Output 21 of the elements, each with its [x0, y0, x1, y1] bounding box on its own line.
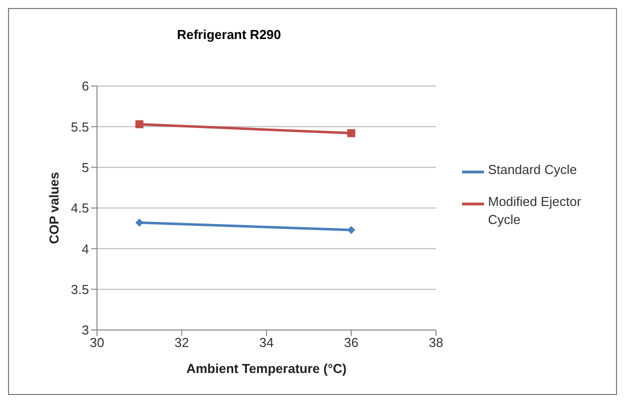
x-tick-label: 32	[174, 335, 189, 350]
chart-title: Refrigerant R290	[176, 27, 282, 42]
legend-label: Modified Ejector Cycle	[488, 192, 582, 229]
y-tick-label: 3	[82, 322, 89, 338]
y-tick-label: 6	[82, 78, 89, 94]
x-tick-label: 38	[428, 335, 444, 350]
y-tick-label: 4	[82, 241, 89, 256]
x-tick-label: 36	[344, 335, 358, 350]
point	[135, 120, 144, 128]
y-tick-label: 4.5	[70, 200, 89, 216]
point	[135, 218, 144, 227]
x-tick-label: 34	[259, 335, 274, 350]
y-tick-label: 5	[82, 160, 89, 175]
legend-label: Standard Cycle	[488, 160, 578, 179]
y-axis-title: COP values	[46, 172, 62, 244]
x-axis-title: Ambient Temperature (°C)	[186, 361, 347, 376]
x-tick-label: 30	[90, 335, 104, 350]
y-tick-label: 3.5	[70, 282, 89, 297]
point	[347, 129, 356, 138]
y-tick-label: 5.5	[70, 119, 89, 134]
point	[347, 226, 356, 234]
